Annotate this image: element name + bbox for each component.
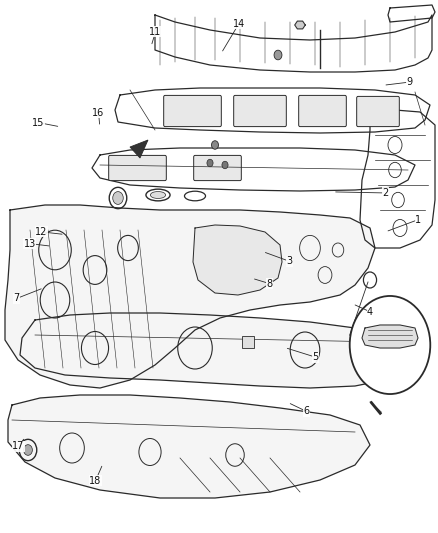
Polygon shape (5, 205, 375, 388)
Circle shape (24, 445, 32, 455)
Circle shape (350, 296, 430, 394)
Text: 4: 4 (367, 307, 373, 317)
Text: 9: 9 (406, 77, 413, 87)
Text: 8: 8 (266, 279, 272, 288)
FancyBboxPatch shape (234, 95, 286, 127)
Polygon shape (20, 313, 400, 388)
Circle shape (222, 161, 228, 169)
FancyBboxPatch shape (109, 156, 166, 181)
Ellipse shape (150, 191, 166, 198)
FancyBboxPatch shape (357, 96, 399, 127)
Text: 2: 2 (382, 188, 389, 198)
Text: 3: 3 (286, 256, 292, 266)
FancyBboxPatch shape (194, 156, 241, 181)
Polygon shape (130, 140, 148, 158)
Text: 17: 17 (12, 441, 25, 451)
Text: 18: 18 (89, 476, 102, 486)
Polygon shape (115, 88, 430, 133)
Text: 7: 7 (14, 294, 20, 303)
FancyBboxPatch shape (164, 95, 221, 127)
Text: 5: 5 (312, 352, 318, 362)
Circle shape (274, 50, 282, 60)
Polygon shape (388, 5, 435, 22)
Text: 1: 1 (415, 215, 421, 224)
Text: 16: 16 (92, 108, 105, 118)
Text: 11: 11 (149, 27, 162, 37)
Polygon shape (362, 325, 418, 348)
Circle shape (207, 159, 213, 167)
Text: 6: 6 (304, 407, 310, 416)
Polygon shape (8, 395, 370, 498)
FancyBboxPatch shape (299, 95, 346, 127)
Circle shape (113, 191, 123, 204)
FancyBboxPatch shape (242, 336, 254, 349)
Polygon shape (360, 110, 435, 248)
Text: 13: 13 (24, 239, 36, 248)
Circle shape (212, 141, 219, 149)
Polygon shape (295, 21, 305, 29)
Text: 15: 15 (32, 118, 45, 127)
Text: 14: 14 (233, 19, 245, 29)
Polygon shape (193, 225, 282, 295)
Polygon shape (92, 148, 415, 191)
Polygon shape (155, 15, 432, 72)
Text: 12: 12 (35, 227, 48, 237)
